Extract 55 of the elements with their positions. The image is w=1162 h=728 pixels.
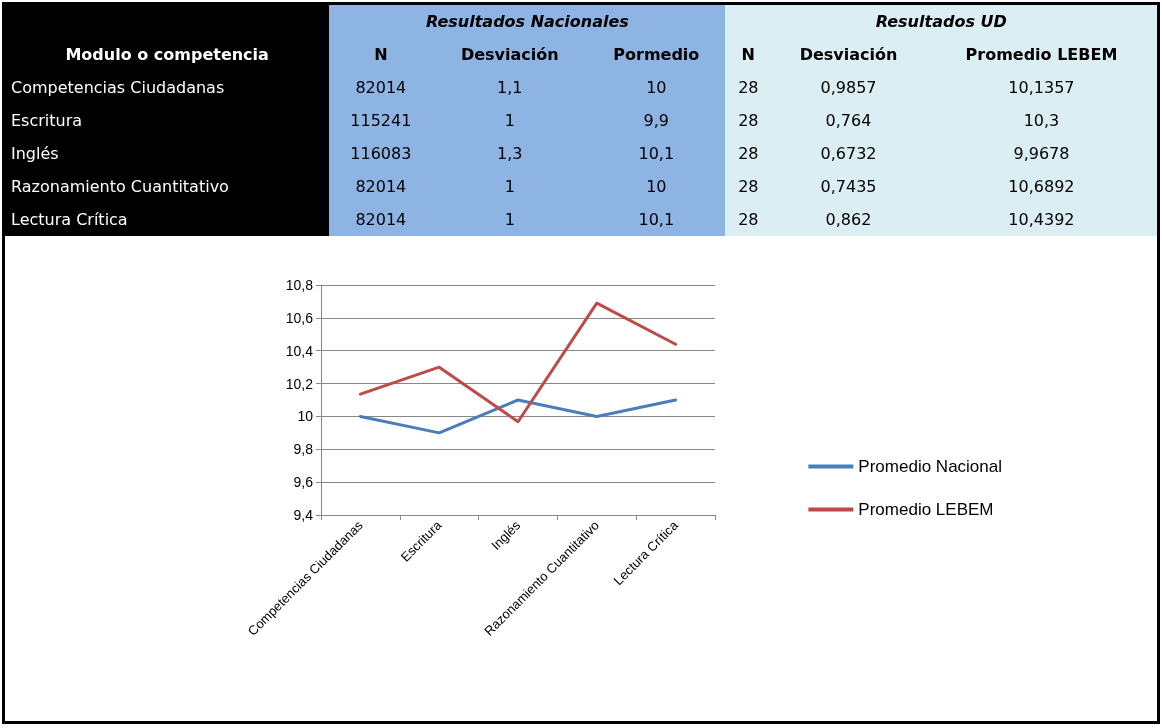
text: 10 (587, 71, 726, 104)
text: 28 (725, 170, 772, 203)
text: 10,1 (587, 137, 726, 170)
text: 9,9678 (925, 137, 1157, 170)
y-tick-label: 9,6 (293, 474, 314, 491)
text: 115241 (329, 104, 433, 137)
text: Inglés (5, 137, 330, 170)
text: Escritura (5, 104, 330, 137)
text: 1,3 (432, 137, 588, 170)
y-tick-label: 10,4 (285, 342, 314, 359)
legend-label: Promedio LEBEM (858, 500, 994, 519)
text: Razonamiento Cuantitativo (5, 170, 330, 203)
text: Desviación (432, 38, 588, 71)
y-tick-label: 9,4 (293, 507, 314, 523)
text: 10,3 (925, 104, 1157, 137)
text: 28 (725, 104, 772, 137)
text: Modulo o competencia (5, 5, 330, 71)
text: N (329, 38, 433, 71)
text: 10,1357 (925, 71, 1157, 104)
text: 0,862 (771, 203, 926, 236)
y-tick-label: 10,8 (285, 277, 314, 293)
text: Pormedio (587, 38, 726, 71)
text: 82014 (329, 71, 433, 104)
y-tick-label: 10 (297, 408, 314, 425)
text: 1 (432, 170, 588, 203)
text: Competencias Ciudadanas (5, 71, 330, 104)
text: Desviación (771, 38, 926, 71)
line-series (358, 301, 678, 424)
legend-label: Promedio Nacional (858, 457, 1003, 476)
text: 1,1 (432, 71, 588, 104)
text: 9,9 (587, 104, 726, 137)
text: 10 (587, 170, 726, 203)
text: 0,9857 (771, 71, 926, 104)
text: 10,6892 (925, 170, 1157, 203)
text: 82014 (329, 170, 433, 203)
text: Lectura Crítica (5, 203, 330, 236)
text: N (725, 38, 772, 71)
text: 0,6732 (771, 137, 926, 170)
y-tick-label: 10,2 (285, 375, 314, 392)
text: 28 (725, 203, 772, 236)
text: 82014 (329, 203, 433, 236)
text: 10,4392 (925, 203, 1157, 236)
text: Promedio LEBEM (925, 38, 1157, 71)
text: Resultados UD (725, 5, 1157, 38)
text: 0,764 (771, 104, 926, 137)
text: 116083 (329, 137, 433, 170)
y-tick-label: 9,8 (293, 441, 314, 458)
text: 28 (725, 71, 772, 104)
text: Resultados Nacionales (329, 5, 726, 38)
text: 1 (432, 203, 588, 236)
text: 0,7435 (771, 170, 926, 203)
text: 28 (725, 137, 772, 170)
y-tick-label: 10,6 (285, 309, 314, 326)
text: 10,1 (587, 203, 726, 236)
text: 1 (432, 104, 588, 137)
